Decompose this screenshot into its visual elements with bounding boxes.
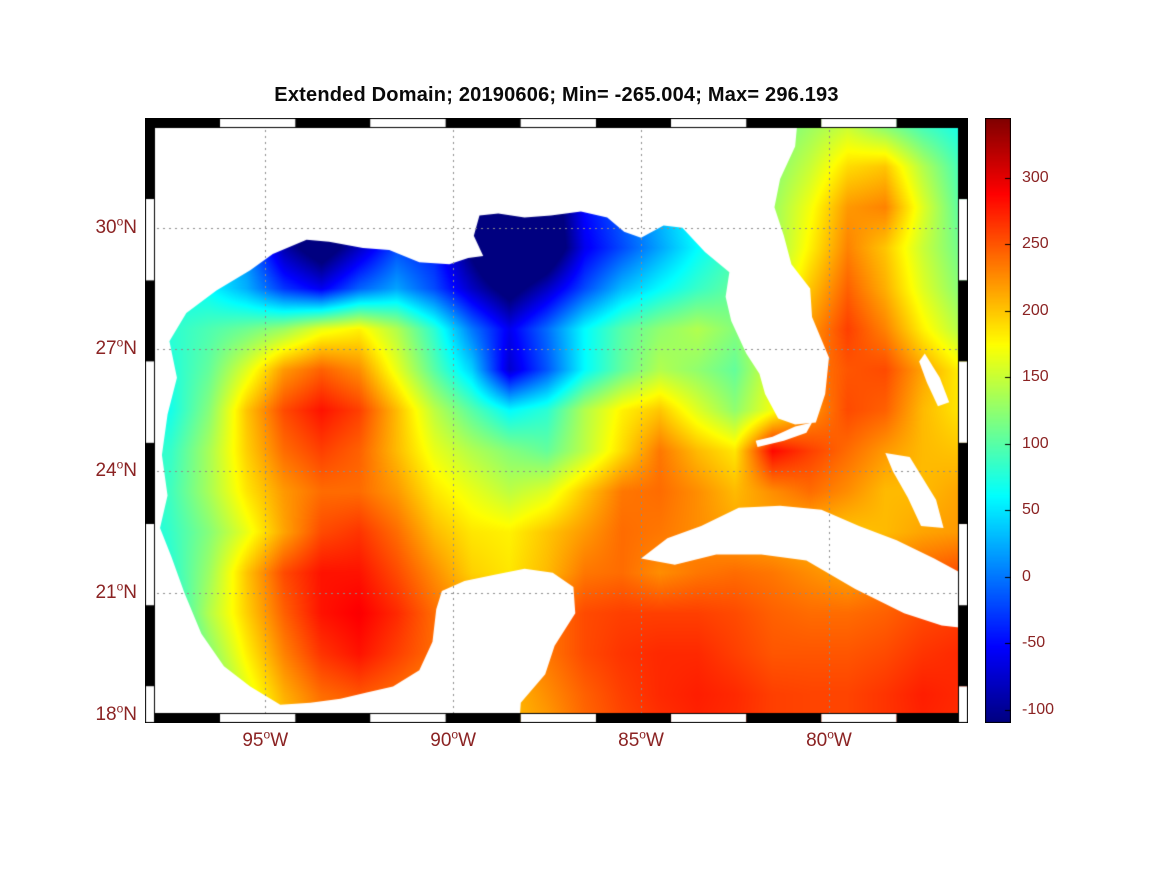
lon-tick-label: 80oW <box>806 727 852 751</box>
lat-tick-label: 24oN <box>95 457 137 482</box>
colorbar-tick-label: 0 <box>1022 567 1031 585</box>
lon-tick-label: 85oW <box>618 727 664 751</box>
colorbar-tick-label: 150 <box>1022 368 1049 386</box>
colorbar-tick-label: 50 <box>1022 501 1040 519</box>
map-canvas <box>145 118 968 723</box>
colorbar-tick-label: 300 <box>1022 168 1049 186</box>
lat-tick-label: 27oN <box>95 336 137 360</box>
lon-tick-label: 95oW <box>242 727 289 751</box>
colorbar <box>985 118 1011 723</box>
colorbar-tick-label: 200 <box>1022 301 1049 319</box>
colorbar-tick-label: -50 <box>1022 634 1046 652</box>
colorbar-tick-label: 250 <box>1022 235 1049 253</box>
lon-tick-label: 90oW <box>430 727 477 751</box>
colorbar-tick-label: 100 <box>1022 434 1049 452</box>
colorbar-tick-label: -100 <box>1022 700 1055 718</box>
plot-title: Extended Domain; 20190606; Min= -265.004… <box>274 84 839 106</box>
lat-tick-label: 30oN <box>95 214 137 238</box>
lat-tick-label: 21oN <box>95 579 137 604</box>
lat-tick-label: 18oN <box>95 701 137 725</box>
